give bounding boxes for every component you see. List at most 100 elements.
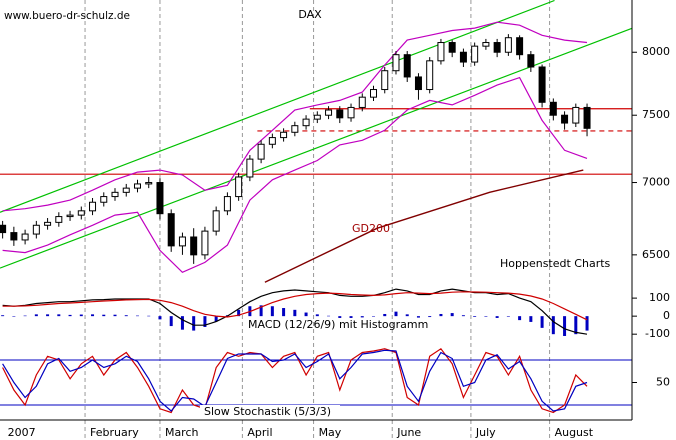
candle-body xyxy=(190,236,198,256)
histogram-bar xyxy=(270,306,274,317)
histogram-bar xyxy=(473,316,477,317)
candle-body xyxy=(358,96,366,108)
histogram-bar xyxy=(372,316,376,317)
title-box xyxy=(200,405,340,419)
candle-body xyxy=(156,182,164,215)
histogram-bar xyxy=(315,314,319,317)
credit-label: Hoppenstedt Charts xyxy=(500,257,611,270)
candle-body xyxy=(133,183,141,189)
chart-title: DAX xyxy=(298,8,322,21)
histogram-bar xyxy=(91,314,95,317)
candle-body xyxy=(223,196,231,212)
candle-body xyxy=(482,42,490,47)
candle-body xyxy=(538,66,546,103)
candle-body xyxy=(437,42,445,62)
candle-body xyxy=(89,201,97,212)
candle-body xyxy=(212,210,220,232)
candle-body xyxy=(55,216,63,223)
histogram-bar xyxy=(327,315,331,317)
candle-body xyxy=(21,233,29,241)
x-tick-label: February xyxy=(90,426,139,439)
candle-body xyxy=(313,114,321,120)
histogram-bar xyxy=(259,305,263,317)
histogram-bar xyxy=(349,316,353,318)
candle-body xyxy=(370,89,378,98)
candle-body xyxy=(504,37,512,53)
candle-body xyxy=(280,131,288,139)
candle-body xyxy=(325,109,333,116)
histogram-bar xyxy=(360,316,364,318)
source-label: www.buero-dr-schulz.de xyxy=(4,10,130,22)
x-tick-label: May xyxy=(319,426,342,439)
candle-body xyxy=(302,118,310,127)
candle-body xyxy=(235,176,243,198)
x-tick-label: July xyxy=(475,426,496,439)
histogram-bar xyxy=(147,315,151,317)
histogram-bar xyxy=(585,316,589,331)
histogram-bar xyxy=(192,316,196,331)
y-tick-label: 6500 xyxy=(642,248,670,261)
candle-body xyxy=(178,236,186,247)
candle-body xyxy=(336,109,344,119)
candle-body xyxy=(201,230,209,256)
candle-body xyxy=(257,143,265,160)
candle-body xyxy=(583,106,591,129)
y-tick-label: 100 xyxy=(649,291,670,304)
moving-average xyxy=(264,169,584,283)
y-tick-label: 50 xyxy=(656,376,670,389)
candle-body xyxy=(291,125,299,133)
macd-line xyxy=(2,288,588,335)
candle-body xyxy=(100,196,108,203)
histogram-bar xyxy=(506,316,510,317)
candle-body xyxy=(561,114,569,124)
candle-body xyxy=(516,37,524,56)
x-tick-label: August xyxy=(555,426,594,439)
histogram-bar xyxy=(405,314,409,317)
histogram-bar xyxy=(237,309,241,317)
candle-body xyxy=(246,158,254,178)
histogram-bar xyxy=(214,316,218,322)
candle-body xyxy=(77,210,85,216)
histogram-bar xyxy=(282,308,286,317)
stochastic-line xyxy=(2,349,588,412)
candle-body xyxy=(0,224,7,234)
trend-line xyxy=(0,27,633,269)
macd-line xyxy=(2,291,588,321)
histogram-bar xyxy=(12,316,16,317)
x-tick-label: April xyxy=(247,426,272,439)
candle-body xyxy=(347,106,355,119)
candle-body xyxy=(111,191,119,198)
panel-title: Slow Stochastik (5/3/3) xyxy=(204,405,331,418)
histogram-bar xyxy=(428,316,432,318)
candle-body xyxy=(459,51,467,63)
histogram-bar xyxy=(46,314,50,317)
candle-body xyxy=(381,70,389,91)
candle-body xyxy=(10,232,18,241)
y-tick-label: 7000 xyxy=(642,176,670,189)
histogram-bar xyxy=(529,316,533,322)
histogram-bar xyxy=(57,314,61,317)
histogram-bar xyxy=(113,314,117,317)
candle-body xyxy=(549,101,557,116)
candle-body xyxy=(471,45,479,63)
histogram-bar xyxy=(23,315,27,317)
histogram-bar xyxy=(563,316,567,336)
histogram-bar xyxy=(1,315,5,317)
band-lower xyxy=(2,76,588,274)
panel-title: MACD (12/26/9) mit Histogramm xyxy=(248,318,428,331)
trend-line xyxy=(0,0,555,213)
histogram-bar xyxy=(293,309,297,317)
histogram-bar xyxy=(338,316,342,318)
histogram-bar xyxy=(383,313,387,317)
histogram-bar xyxy=(124,315,128,317)
histogram-bar xyxy=(158,316,162,320)
candle-body xyxy=(403,54,411,78)
candle-body xyxy=(414,76,422,91)
candle-body xyxy=(268,137,276,145)
histogram-bar xyxy=(203,316,207,327)
candle-body xyxy=(392,54,400,72)
candle-body xyxy=(167,213,175,247)
